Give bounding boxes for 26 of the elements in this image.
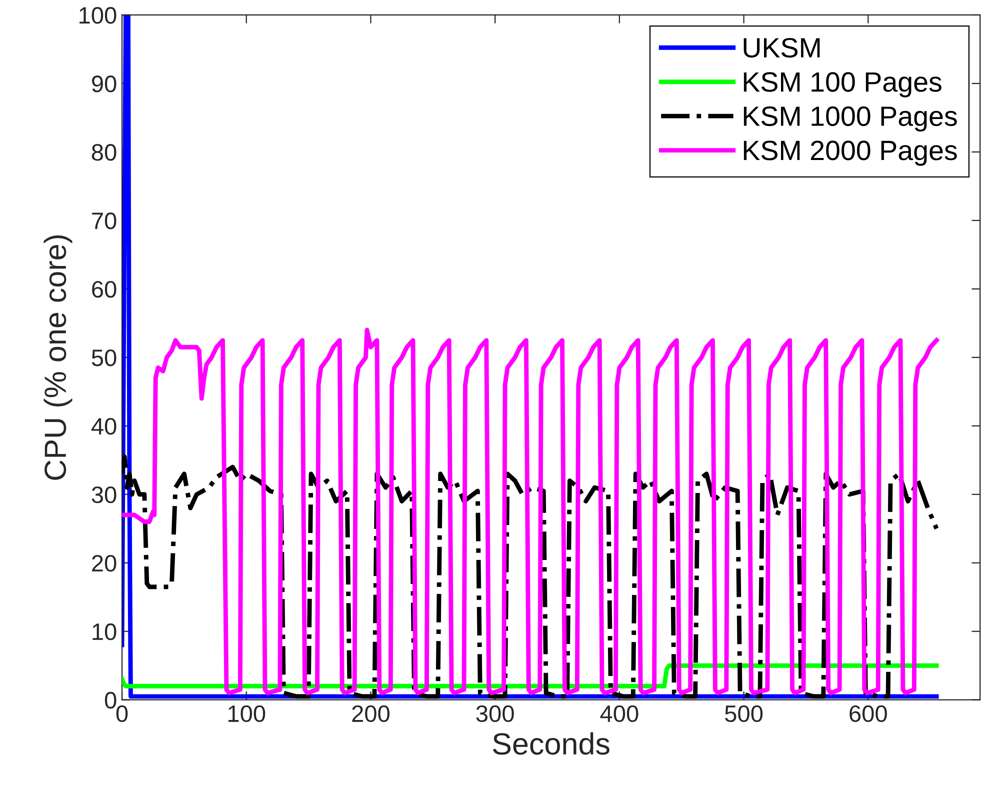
line-series [122,454,939,699]
y-tick-label: 0 [104,692,116,709]
y-tick-label: 70 [92,212,116,230]
x-tick-label: 200 [352,705,390,722]
y-tick-label: 90 [92,76,116,92]
x-tick-label: 500 [725,705,763,722]
legend-label: KSM 100 Pages [744,72,942,98]
y-tick-label: 40 [91,418,116,435]
y-tick-label: 50 [92,349,116,366]
y-tick-label: 100 [80,7,116,24]
x-tick-label: 400 [600,705,638,722]
legend-label: KSM 1000 Pages [744,106,957,132]
x-tick-label: 0 [116,705,128,722]
y-tick-label: 20 [92,554,116,572]
line-series [122,328,939,696]
y-tick-label: 60 [92,281,116,298]
y-tick-label: 80 [92,144,116,161]
x-axis-title: Seconds [492,732,610,755]
y-axis-title: CPU (% one core) [44,235,72,480]
x-tick-label: 100 [228,705,266,722]
y-tick-label: 30 [92,486,116,504]
legend-label: KSM 2000 Pages [744,140,957,166]
y-tick-label: 10 [92,623,116,640]
x-tick-label: 300 [476,705,514,722]
legend-label: UKSM [744,38,820,58]
x-tick-label: 600 [850,705,887,722]
